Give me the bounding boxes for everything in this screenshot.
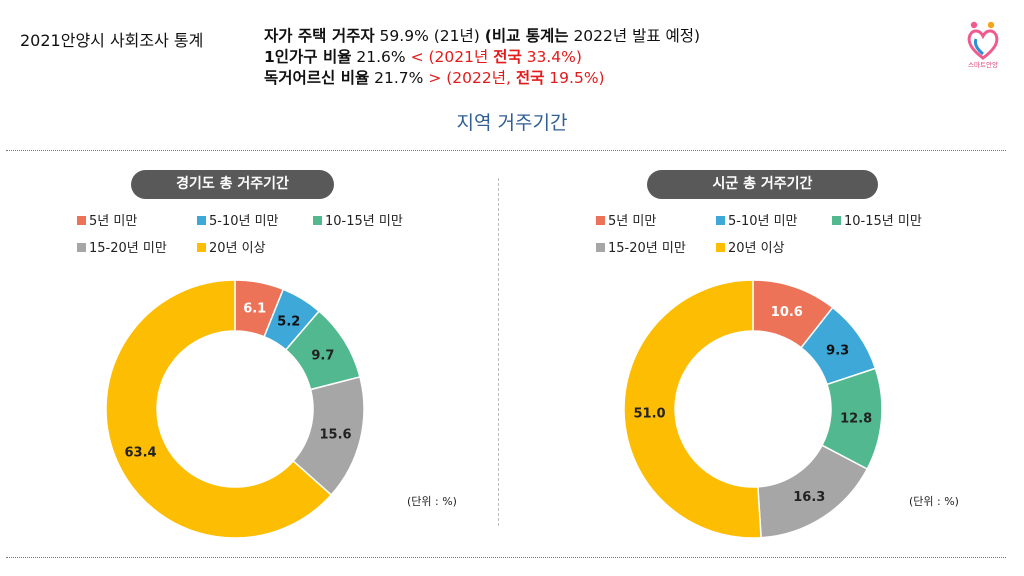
legend-swatch [197, 243, 206, 252]
data-label-gte20: 63.4 [124, 445, 156, 460]
legend-label: 20년 이상 [209, 241, 266, 256]
chart-title-sigun: 시군 총 거주기간 [647, 170, 878, 199]
legend-item-gte20: 20년 이상 [197, 237, 266, 256]
center-divider [498, 178, 499, 526]
legend-item-gte20: 20년 이상 [716, 237, 785, 256]
unit-label-gyeonggi: (단위 : %) [407, 495, 457, 508]
data-label-lt5: 6.1 [243, 301, 266, 316]
data-label-lt5: 10.6 [771, 305, 803, 320]
legend-label: 5년 미만 [608, 214, 657, 229]
top-divider [6, 150, 1006, 151]
legend-swatch [596, 243, 605, 252]
legend-swatch [313, 216, 322, 225]
smart-anyang-logo: 스마트안양 [967, 21, 999, 68]
section-title: 지역 거주기간 [456, 112, 568, 134]
chart-title-gyeonggi: 경기도 총 거주기간 [131, 170, 334, 199]
legend-label: 5-10년 미만 [209, 214, 279, 229]
legend-label: 20년 이상 [728, 241, 785, 256]
legend-item-lt5: 5년 미만 [77, 210, 137, 229]
legend-swatch [77, 216, 86, 225]
donut-slice-gte20 [105, 279, 333, 539]
data-label-5to10: 5.2 [277, 315, 300, 330]
legend-item-5to10: 5-10년 미만 [716, 210, 798, 229]
legend-label: 5년 미만 [89, 214, 138, 229]
legend-swatch [596, 216, 605, 225]
data-label-gte20: 51.0 [634, 406, 666, 421]
survey-title: 2021안양시 사회조사 통계 [20, 31, 204, 50]
legend-swatch [716, 243, 725, 252]
donut-chart-gyeonggi: 6.1 5.2 9.7 15.6 63.4 [105, 279, 365, 539]
legend-item-15to20: 15-20년 미만 [596, 237, 686, 256]
bottom-divider [6, 557, 1006, 558]
legend-swatch [716, 216, 725, 225]
legend-item-lt5: 5년 미만 [596, 210, 656, 229]
data-label-5to10: 9.3 [826, 343, 849, 358]
data-label-15to20: 15.6 [320, 427, 352, 442]
summary-line-elderly-alone: 독거어르신 비율 21.7% > (2022년, 전국 19.5%) [264, 69, 605, 87]
legend-item-10to15: 10-15년 미만 [832, 210, 922, 229]
legend-label: 15-20년 미만 [89, 241, 167, 256]
legend-label: 10-15년 미만 [325, 214, 403, 229]
donut-chart-sigun: 10.6 9.3 12.8 16.3 51.0 [623, 279, 883, 539]
legend-item-15to20: 15-20년 미만 [77, 237, 167, 256]
legend-swatch [197, 216, 206, 225]
summary-stats: 자가 주택 거주자 59.9% (21년) (비교 통계는 2022년 발표 예… [264, 26, 700, 89]
legend-swatch [77, 243, 86, 252]
legend-label: 10-15년 미만 [844, 214, 922, 229]
legend-swatch [832, 216, 841, 225]
legend-label: 15-20년 미만 [608, 241, 686, 256]
legend-item-10to15: 10-15년 미만 [313, 210, 403, 229]
data-label-15to20: 16.3 [793, 490, 825, 505]
data-label-10to15: 12.8 [840, 411, 872, 426]
legend-label: 5-10년 미만 [728, 214, 798, 229]
logo-text: 스마트안양 [968, 60, 998, 68]
data-label-10to15: 9.7 [311, 348, 334, 363]
legend-item-5to10: 5-10년 미만 [197, 210, 279, 229]
summary-line-single-household: 1인가구 비율 21.6% < (2021년 전국 33.4%) [264, 48, 582, 66]
summary-line-homeowner: 자가 주택 거주자 59.9% (21년) (비교 통계는 2022년 발표 예… [264, 27, 701, 45]
donut-slice-gte20 [623, 279, 762, 539]
unit-label-sigun: (단위 : %) [909, 495, 959, 508]
